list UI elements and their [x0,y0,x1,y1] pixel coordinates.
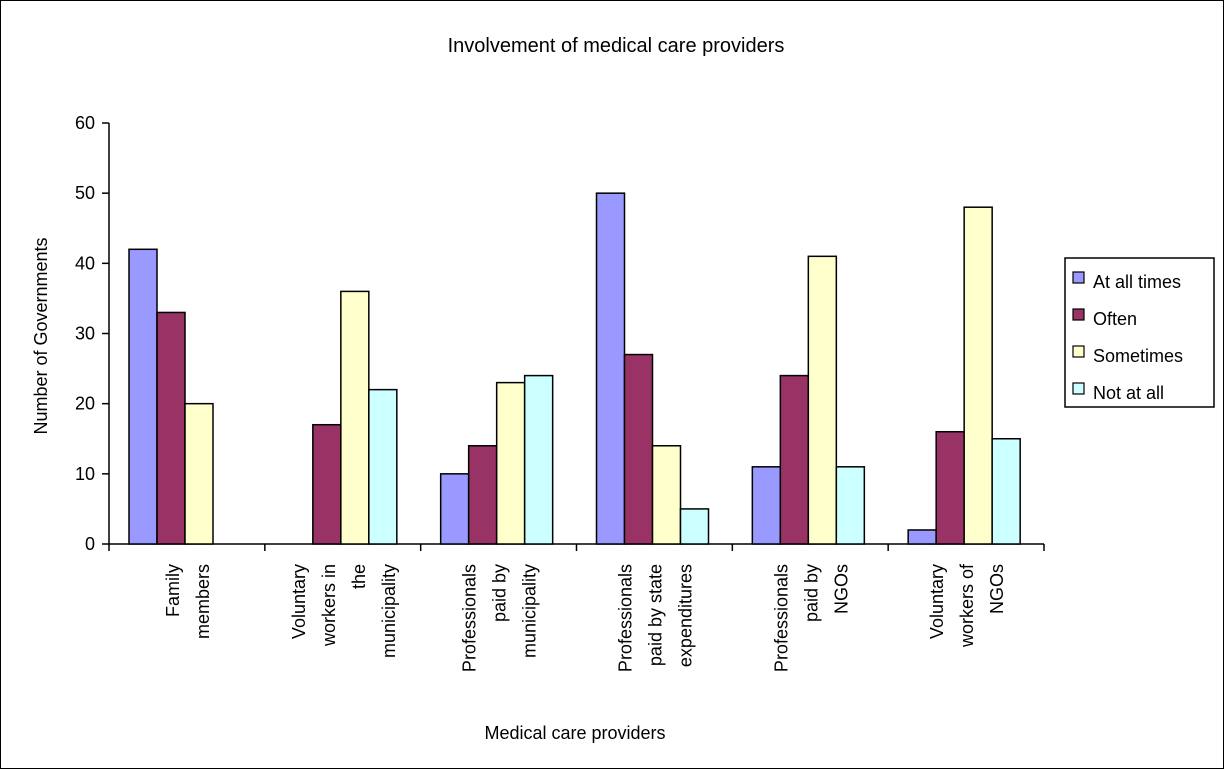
chart-title: Involvement of medical care providers [448,35,785,57]
category-label-line: paid by state [645,564,665,666]
y-tick-label: 20 [75,394,95,414]
bar-often [467,445,498,545]
bar-not-at-all [368,388,398,545]
y-tick-label: 60 [75,113,95,133]
bar-often [935,430,965,545]
category-label-line: the [349,564,369,589]
category-label-line: Professionals [615,564,635,672]
bar-sometimes [184,402,214,545]
category-label-line: municipality [379,564,399,658]
legend-label: At all times [1093,272,1181,292]
bar-at-all-times [595,192,626,545]
bar-at-all-times [751,466,782,545]
bar-at-all-times [907,529,937,545]
legend-swatch [1072,308,1085,321]
y-axis-title: Number of Governments [31,237,51,434]
category-label-line: paid by [490,564,510,622]
bar-not-at-all [523,374,554,545]
bar-often [156,311,186,545]
category-label: Voluntary workers of NGOs [927,563,1007,648]
category-label-line: Voluntary [289,564,309,639]
bar-not-at-all [991,438,1021,545]
legend-swatch [1072,271,1085,284]
category-label-line: Professionals [460,564,480,672]
category-label: Family members [163,564,213,639]
bar-often [312,423,342,545]
category-label-line: Family [163,564,183,617]
category-label-line: Professionals [771,564,791,672]
bar-often [779,374,810,545]
bar-sometimes [963,206,993,545]
y-tick-label: 0 [85,534,95,554]
y-tick-label: 30 [75,324,95,344]
y-tick-label: 50 [75,183,95,203]
y-tick-label: 40 [75,253,95,273]
bar-not-at-all [835,466,866,545]
category-label-line: workers of [957,563,977,648]
bar-at-all-times [439,473,470,545]
category-label-line: paid by [801,564,821,622]
category-label: Voluntary workers in the municipality [289,564,399,658]
legend-label: Often [1093,309,1137,329]
category-label-line: expenditures [675,564,695,667]
category-label-line: workers in [319,564,339,647]
legend-label: Sometimes [1093,346,1183,366]
bar-sometimes [651,445,682,545]
legend-swatch [1072,345,1085,358]
category-label: Professionals paid by state expenditures [615,564,695,672]
legend-box [1064,257,1215,408]
legend-label: Not at all [1093,383,1164,403]
bar-at-all-times [128,248,158,545]
x-axis-title: Medical care providers [484,723,665,743]
y-tick-label: 10 [75,464,95,484]
bar-sometimes [340,290,370,545]
bar-sometimes [807,255,838,545]
legend-swatch [1072,382,1085,395]
plot-area: 0 10 20 30 40 50 60 Family members Voluntary worke… [75,113,1045,672]
category-label-line: NGOs [831,564,851,614]
legend: At all times Often Sometimes Not at all [1064,257,1215,408]
category-label-line: members [193,564,213,639]
category-label: Professionals paid by municipality [460,564,540,672]
category-label-line: Voluntary [927,564,947,639]
category-label-line: NGOs [987,564,1007,614]
bar-sometimes [495,381,526,545]
bar-not-at-all [679,508,710,545]
category-label-line: municipality [520,564,540,658]
bar-often [623,353,654,545]
category-label: Professionals paid by NGOs [771,564,851,672]
